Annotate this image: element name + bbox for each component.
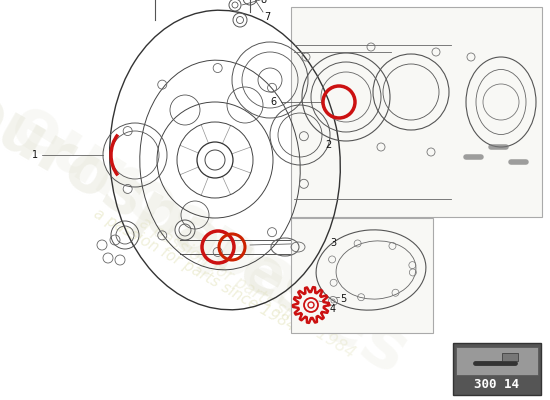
Text: 8: 8 xyxy=(260,0,266,5)
Text: 2: 2 xyxy=(325,140,331,150)
FancyBboxPatch shape xyxy=(456,347,538,375)
Text: 4: 4 xyxy=(330,304,336,314)
FancyBboxPatch shape xyxy=(291,218,433,333)
Text: a passion for parts since 1984: a passion for parts since 1984 xyxy=(91,206,299,334)
FancyBboxPatch shape xyxy=(453,343,541,395)
Text: eurospares: eurospares xyxy=(0,77,331,333)
Text: 6: 6 xyxy=(270,97,276,107)
Text: 1: 1 xyxy=(32,150,38,160)
FancyBboxPatch shape xyxy=(502,353,518,361)
Text: eurospares: eurospares xyxy=(0,90,421,390)
Text: 300 14: 300 14 xyxy=(475,378,520,392)
Text: a passion for parts since 1984: a passion for parts since 1984 xyxy=(136,214,359,362)
Text: 5: 5 xyxy=(340,294,346,304)
FancyBboxPatch shape xyxy=(291,7,542,217)
Text: 7: 7 xyxy=(264,12,270,22)
Text: 3: 3 xyxy=(330,238,336,248)
